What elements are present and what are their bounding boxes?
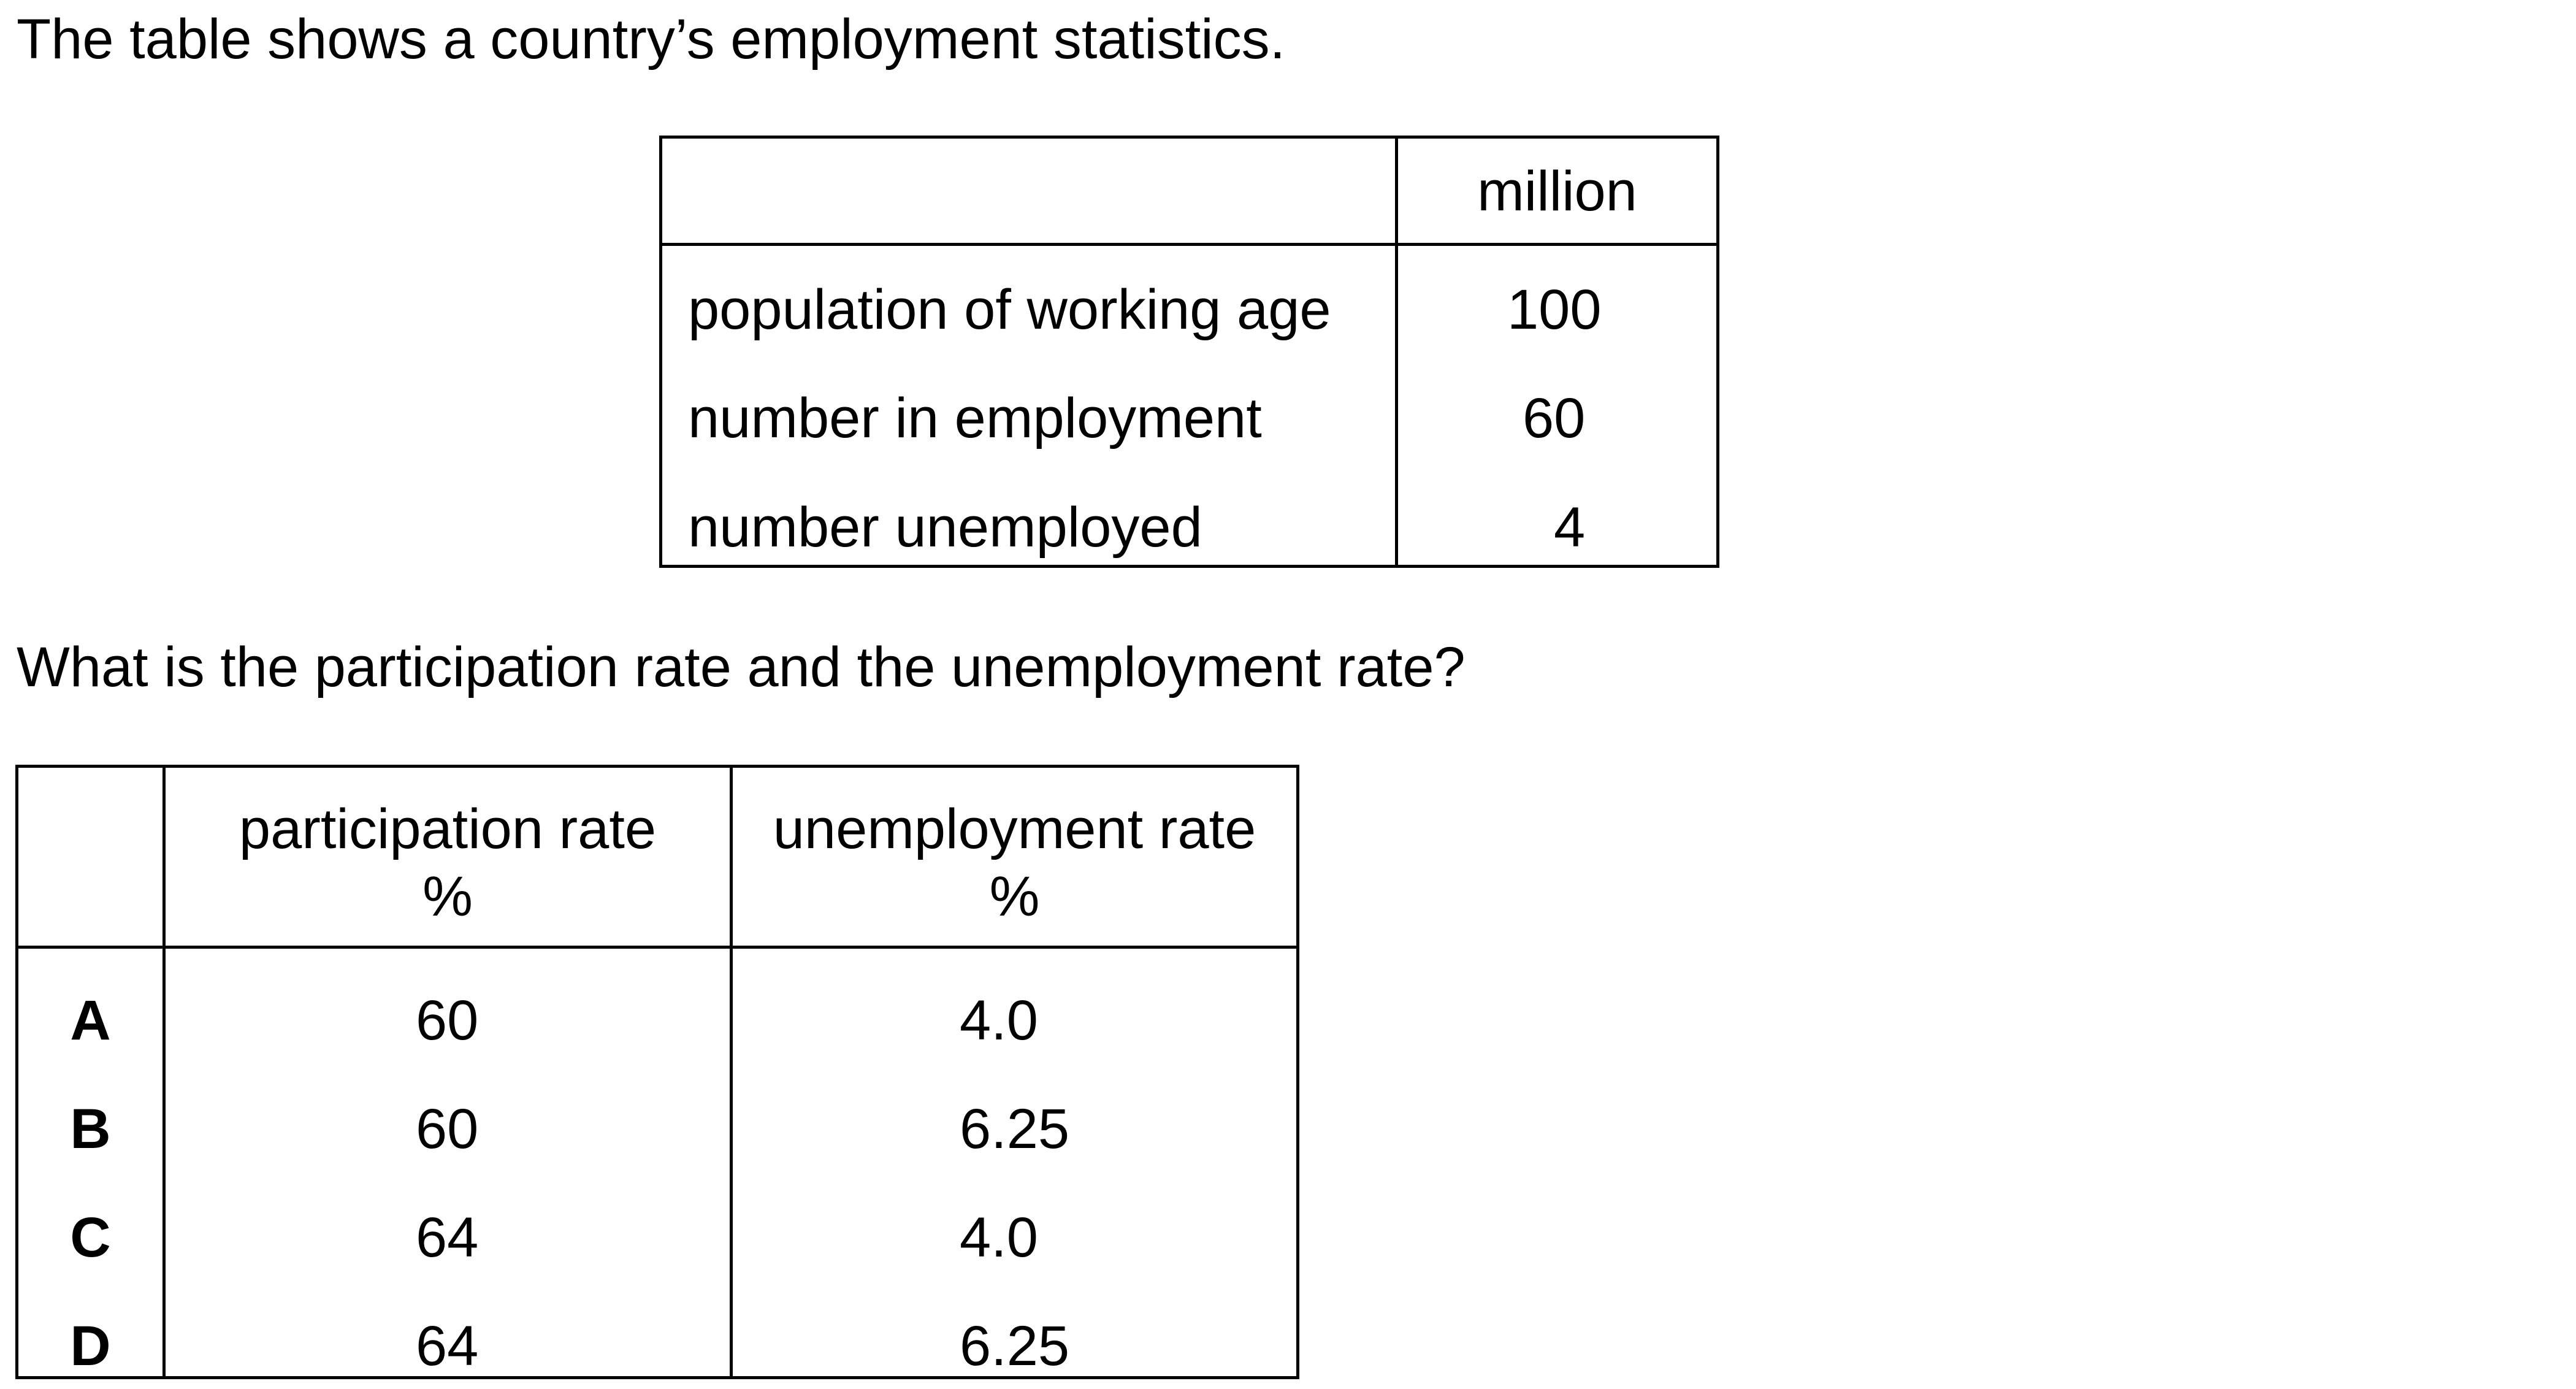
option-b-unemployment: 6.25: [960, 1098, 1070, 1160]
intro-text: The table shows a country’s employment s…: [17, 8, 1286, 71]
option-letter-d: D: [70, 1315, 111, 1377]
row-label-unemployed: number unemployed: [688, 496, 1202, 559]
row-value-working-age: 100: [1507, 278, 1602, 341]
unit-header: million: [1477, 160, 1637, 223]
row-value-unemployed: 4: [1554, 496, 1586, 559]
column-divider: [1395, 139, 1398, 565]
option-c-participation: 64: [416, 1206, 479, 1269]
answer-options-table: participation rate % unemployment rate %…: [15, 765, 1299, 1379]
column-divider: [730, 768, 733, 1376]
option-d-participation: 64: [416, 1315, 479, 1377]
option-letter-a: A: [70, 989, 111, 1052]
header-divider: [18, 946, 1296, 949]
option-c-unemployment: 4.0: [960, 1206, 1038, 1269]
header-label: participation rate: [239, 798, 657, 860]
option-b-participation: 60: [416, 1098, 479, 1160]
header-divider: [662, 243, 1716, 246]
row-value-employment: 60: [1523, 387, 1586, 450]
column-divider: [162, 768, 166, 1376]
participation-rate-header: participation rate %: [166, 795, 730, 930]
row-label-working-age: population of working age: [688, 278, 1331, 341]
unemployment-rate-header: unemployment rate %: [733, 795, 1296, 930]
option-d-unemployment: 6.25: [960, 1315, 1070, 1377]
option-letter-c: C: [70, 1206, 111, 1269]
header-unit: %: [989, 865, 1040, 928]
row-label-employment: number in employment: [688, 387, 1262, 450]
option-a-participation: 60: [416, 989, 479, 1052]
header-unit: %: [422, 865, 473, 928]
employment-statistics-table: million population of working age 100 nu…: [659, 136, 1719, 568]
option-letter-b: B: [70, 1098, 111, 1160]
header-label: unemployment rate: [773, 798, 1256, 860]
question-text: What is the participation rate and the u…: [17, 636, 1466, 698]
option-a-unemployment: 4.0: [960, 989, 1038, 1052]
